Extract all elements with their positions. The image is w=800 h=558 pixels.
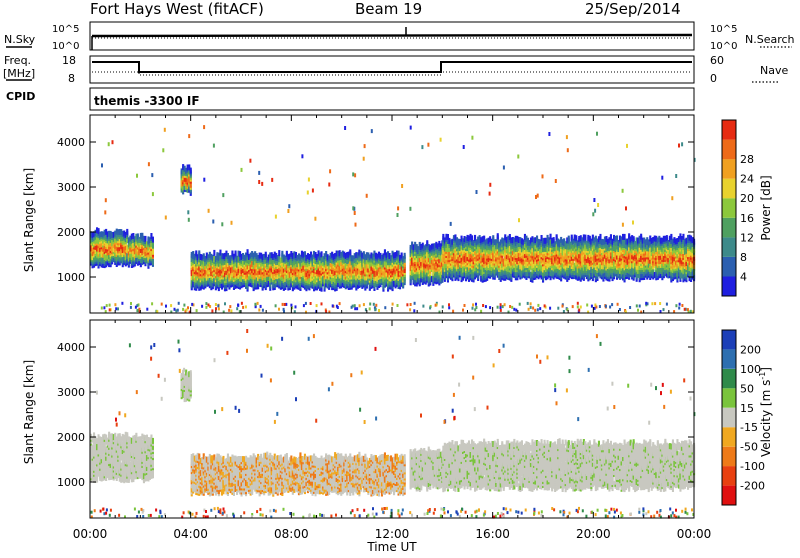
power-cell [584, 235, 586, 241]
power-cell [568, 236, 570, 242]
power-cell [152, 259, 154, 265]
freq-panel [90, 56, 694, 83]
power-cell [278, 250, 280, 256]
nave-label: Nave [760, 64, 788, 77]
nsearch-tick-high: 10^5 [710, 24, 737, 35]
cpid-text: themis -3300 IF [94, 94, 200, 108]
nsky-tick-low: 10^0 [52, 41, 79, 52]
date-title: 25/Sep/2014 [585, 0, 681, 18]
freq-tick-low: 8 [68, 72, 75, 85]
freq-label: Freq. [4, 54, 31, 67]
power-cell [265, 252, 267, 258]
power-cell [497, 233, 499, 239]
cpid-label: CPID [6, 90, 35, 103]
power-cell [152, 237, 154, 243]
freq-unit: [MHz] [3, 67, 35, 80]
nave-tick-high: 60 [710, 54, 724, 67]
power-cell [126, 229, 128, 235]
power-cell [235, 251, 237, 257]
nsky-label: N.Sky [4, 33, 36, 46]
power-cell [190, 168, 192, 174]
beam-title: Beam 19 [355, 0, 422, 18]
nsky-tick-high: 10^5 [52, 24, 79, 35]
power-data-layer [90, 125, 696, 314]
freq-tick-high: 18 [62, 54, 76, 67]
station-title: Fort Hays West (fitACF) [90, 0, 264, 18]
nsearch-tick-low: 10^0 [710, 41, 737, 52]
power-cell [349, 249, 351, 255]
power-cell [213, 250, 215, 256]
nsearch-label: N.Search [745, 33, 795, 46]
power-cell [404, 253, 406, 259]
freq-trace [92, 62, 692, 72]
nave-tick-low: 0 [710, 72, 717, 85]
nsky-trace [92, 35, 692, 36]
power-cell [144, 236, 146, 242]
